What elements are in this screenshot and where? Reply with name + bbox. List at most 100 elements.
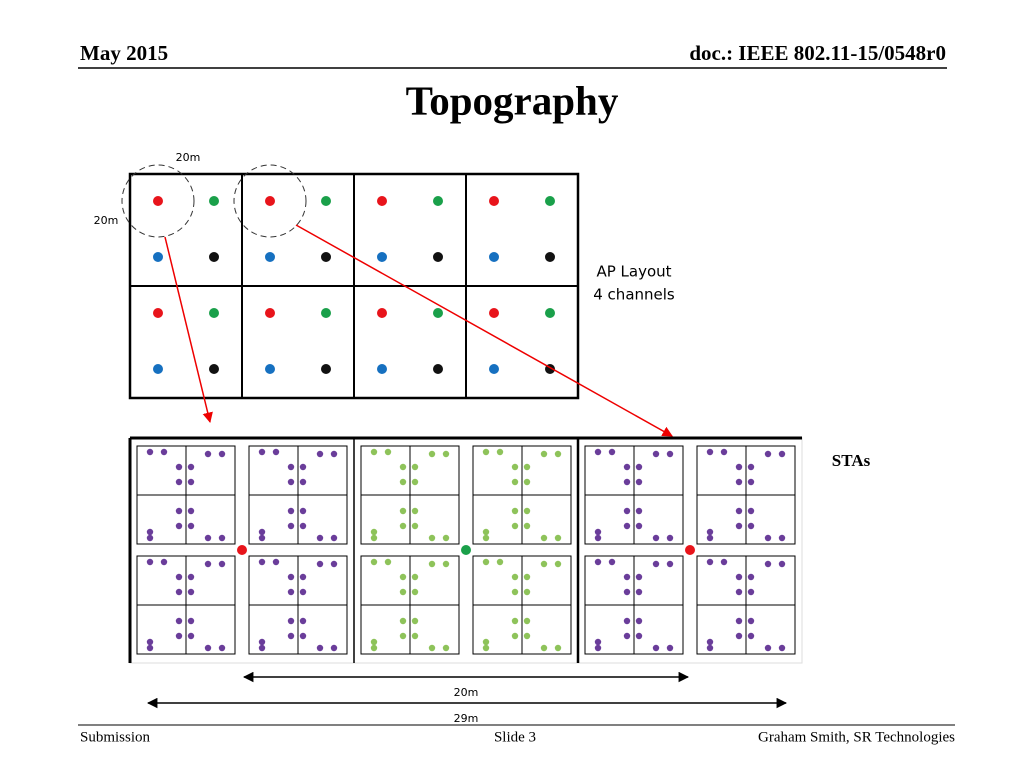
header-date: May 2015 [80,41,168,65]
sta-dot [540,644,548,652]
sta-dot [411,478,419,486]
sta-dot [608,448,616,456]
sta-dot [523,522,531,530]
sta-dot [482,528,490,536]
sta-dot [175,617,183,625]
ap-grid [128,172,580,400]
sta-dot [635,632,643,640]
sta-dot [272,558,280,566]
ap-dot [545,196,555,206]
sta-dot [706,534,714,542]
ap-dot [209,308,219,318]
sta-dot [258,534,266,542]
sta-dot [411,507,419,515]
ap-dot [153,252,163,262]
sta-dot [316,644,324,652]
ap-dot [489,196,499,206]
sta-dot [175,478,183,486]
ap-dot [321,364,331,374]
sta-dot [187,632,195,640]
sta-dot [764,450,772,458]
sta-dot [747,463,755,471]
sta-dot [747,632,755,640]
sta-dot [384,448,392,456]
sta-dot [370,638,378,646]
stas-label: STAs [832,451,871,470]
sta-dot [287,617,295,625]
sta-dot [411,588,419,596]
ap-dot [433,196,443,206]
ap-dot [377,308,387,318]
sta-dot [299,588,307,596]
sta-grid [128,436,803,664]
ap-dot [489,364,499,374]
sta-dot [666,644,674,652]
sta-dot [299,632,307,640]
coverage-circle [233,164,307,238]
sta-dot [442,450,450,458]
sta-dot [623,588,631,596]
sta-dot [496,448,504,456]
sta-dot [735,463,743,471]
sta-dot [496,558,504,566]
sta-dot [735,478,743,486]
sta-dot [623,632,631,640]
sta-dot [706,448,714,456]
sta-dot [735,522,743,530]
sta-dot [299,573,307,581]
sta-dot [554,644,562,652]
sta-dot [511,463,519,471]
sta-dot [482,448,490,456]
sta-dot [287,463,295,471]
sta-dot [187,478,195,486]
sta-dot [299,617,307,625]
sta-dot [511,632,519,640]
sta-dot [482,558,490,566]
ap-dot [321,196,331,206]
sta-dot [666,560,674,568]
sta-dot [523,507,531,515]
sta-dot [330,450,338,458]
sta-dot [764,560,772,568]
sta-dot [652,644,660,652]
sta-dot [706,528,714,536]
sta-dot [287,507,295,515]
sta-dot [623,507,631,515]
sta-dot [399,522,407,530]
sta-dot [411,463,419,471]
sta-dot [272,448,280,456]
dimension-label: 20m [94,214,119,227]
sta-dot [384,558,392,566]
ap-dot [545,308,555,318]
sta-dot [187,463,195,471]
sta-dot [482,534,490,542]
sta-dot [399,588,407,596]
sta-dot [175,463,183,471]
sta-dot [287,573,295,581]
sta-dot [370,528,378,536]
sta-dot [316,534,324,542]
sta-dot [204,644,212,652]
sta-dot [299,507,307,515]
coverage-circle [121,164,195,238]
sta-dot [146,638,154,646]
sta-dot [778,534,786,542]
ap-dot [265,364,275,374]
sta-dot [287,588,295,596]
sta-dot [218,450,226,458]
sta-dot [554,450,562,458]
sta-dot [370,558,378,566]
sta-dot [720,448,728,456]
footer-right: Graham Smith, SR Technologies [758,729,955,745]
sta-dot [258,638,266,646]
zoom-arrow [164,236,213,424]
sta-dot [399,463,407,471]
sta-dot [316,450,324,458]
sta-dot [330,644,338,652]
sta-dot [666,534,674,542]
sta-dot [204,450,212,458]
sta-dot [635,522,643,530]
sta-dot [511,573,519,581]
sta-dot [523,478,531,486]
